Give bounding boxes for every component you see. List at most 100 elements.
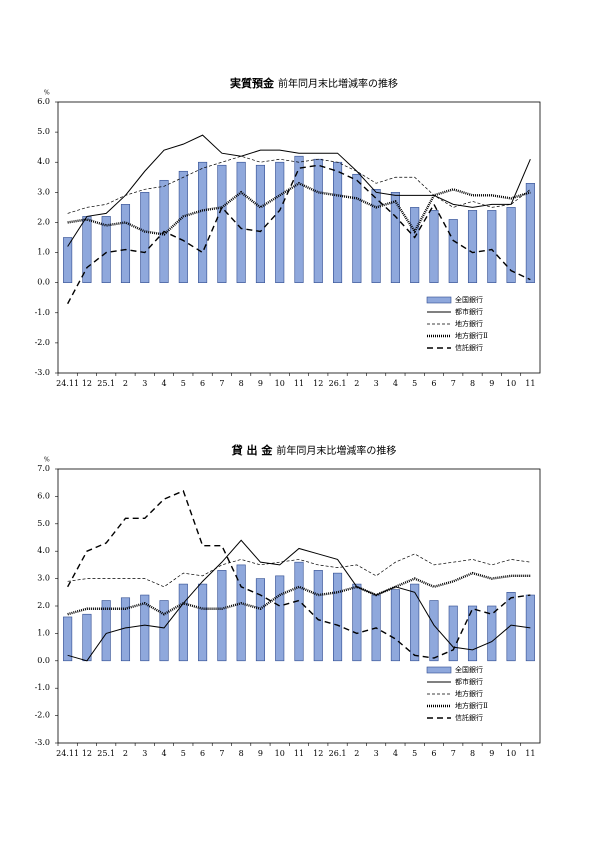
title-main: 貸 出 金	[231, 443, 274, 457]
x-tick-label: 12	[313, 379, 323, 388]
x-tick-label: 12	[82, 379, 92, 388]
x-tick-label: 9	[489, 749, 494, 758]
x-tick-label: 8	[470, 379, 475, 388]
bar	[333, 572, 343, 662]
y-tick-label: -1.0	[35, 308, 50, 317]
legend-label: 地方銀行	[455, 689, 483, 698]
x-tick-label: 5	[181, 379, 186, 388]
y-tick-label: -3.0	[35, 738, 50, 747]
bar	[467, 605, 478, 662]
bar	[275, 575, 285, 662]
x-tick-label: 5	[412, 379, 417, 388]
bar	[294, 561, 304, 662]
legend-label: 都市銀行	[455, 677, 483, 686]
bar	[429, 600, 439, 662]
x-tick-label: 25.1	[97, 379, 115, 388]
y-tick-label: 2.0	[37, 217, 50, 226]
y-tick-label: 3.0	[37, 187, 50, 196]
x-tick-label: 8	[239, 749, 244, 758]
chart-title: 実質預金 前年同月末比増減率の推移	[230, 76, 398, 90]
y-tick-label: 2.0	[37, 601, 50, 610]
x-tick-label: 24.11	[56, 749, 79, 758]
y-tick-label: 0.0	[37, 656, 50, 665]
bar	[487, 210, 497, 283]
legend-box	[425, 294, 525, 356]
bar	[467, 210, 478, 283]
y-tick-label: 5.0	[37, 127, 50, 136]
x-tick-label: 26.1	[329, 749, 347, 758]
bar	[487, 605, 497, 662]
x-tick-label: 3	[374, 379, 379, 388]
x-tick-label: 2	[123, 749, 128, 758]
bar	[448, 219, 458, 283]
legend-label: 信託銀行	[455, 343, 483, 352]
bar	[448, 605, 458, 662]
bar	[525, 183, 535, 283]
bar	[255, 578, 265, 662]
bar	[390, 192, 400, 283]
bar	[217, 570, 227, 662]
x-tick-label: 2	[354, 379, 359, 388]
bar	[410, 207, 420, 283]
bar	[120, 597, 131, 662]
bar	[410, 583, 420, 662]
x-tick-label: 4	[393, 749, 398, 758]
bar	[63, 616, 73, 662]
x-tick-label: 7	[451, 749, 456, 758]
x-tick-label: 26.1	[329, 379, 347, 388]
x-tick-label: 3	[142, 379, 147, 388]
bar	[178, 583, 188, 662]
series-line	[67, 489, 531, 659]
x-tick-label: 4	[161, 379, 166, 388]
x-tick-label: 24.11	[56, 379, 79, 388]
x-tick-label: 10	[506, 749, 516, 758]
legend-label: 都市銀行	[455, 307, 483, 316]
legend-label: 地方銀行Ⅱ	[455, 701, 488, 710]
x-tick-label: 9	[258, 379, 263, 388]
bar	[178, 170, 188, 283]
bar	[255, 164, 265, 283]
x-tick-label: 2	[123, 379, 128, 388]
x-tick-label: 6	[431, 379, 436, 388]
bar	[313, 158, 323, 283]
x-tick-label: 11	[294, 379, 304, 388]
x-tick-label: 11	[294, 749, 304, 758]
x-tick-label: 7	[219, 749, 224, 758]
bar	[198, 161, 208, 283]
bar	[82, 613, 92, 662]
bar	[275, 161, 285, 283]
y-tick-label: 3.0	[37, 574, 50, 583]
y-tick-label: -2.0	[35, 711, 50, 720]
bar	[198, 583, 208, 662]
x-tick-label: 11	[525, 379, 535, 388]
bar	[140, 594, 150, 662]
bar	[101, 216, 111, 283]
bar	[313, 570, 323, 662]
x-tick-label: 10	[506, 379, 516, 388]
legend-label: 信託銀行	[455, 713, 483, 722]
x-tick-label: 2	[354, 749, 359, 758]
x-tick-label: 7	[219, 379, 224, 388]
bar	[101, 600, 111, 662]
title-sub: 前年同月末比増減率の推移	[278, 77, 398, 90]
y-tick-label: 4.0	[37, 546, 50, 555]
bar	[352, 173, 362, 283]
series-line	[67, 181, 531, 236]
y-tick-label: -1.0	[35, 683, 50, 692]
bar	[390, 589, 400, 662]
x-tick-label: 7	[451, 379, 456, 388]
bar	[236, 564, 246, 662]
legend-label: 全国銀行	[455, 665, 483, 674]
legend-swatch	[426, 296, 452, 304]
y-tick-label: -2.0	[35, 338, 50, 347]
series-line	[67, 164, 531, 305]
x-tick-label: 8	[239, 379, 244, 388]
x-tick-label: 5	[181, 749, 186, 758]
plot-frame	[57, 101, 541, 374]
y-unit: %	[44, 457, 50, 464]
series-line	[67, 134, 531, 247]
